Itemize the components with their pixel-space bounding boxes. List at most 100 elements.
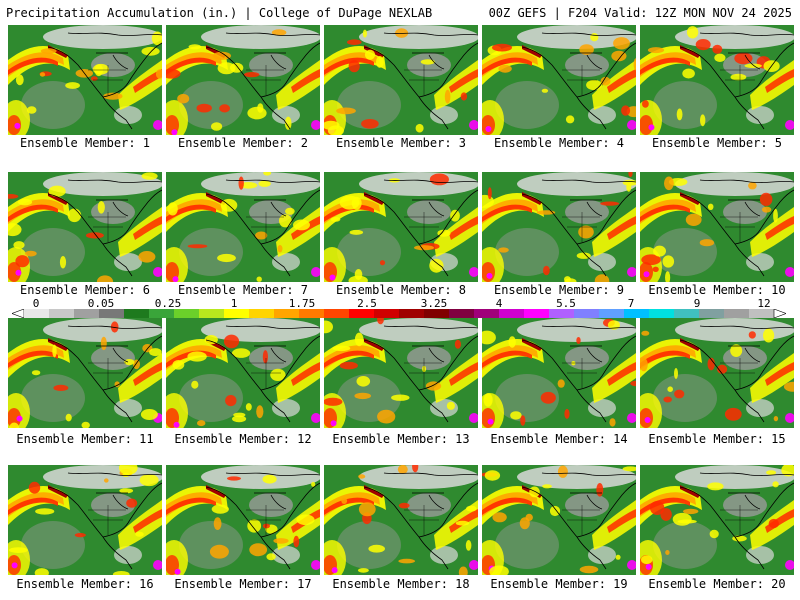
member-label: Ensemble Member: 20 [648, 577, 786, 591]
ensemble-map-2 [166, 25, 320, 135]
colorbar-swatch [99, 309, 125, 318]
colorbar-swatch [49, 309, 75, 318]
colorbar-tick-label: 3.25 [420, 297, 448, 310]
ensemble-map-3 [324, 25, 478, 135]
member-label: Ensemble Member: 2 [177, 136, 309, 150]
ensemble-map-16 [8, 465, 162, 575]
colorbar-swatch [449, 309, 475, 318]
ensemble-map-19 [482, 465, 636, 575]
member-label: Ensemble Member: 5 [651, 136, 783, 150]
member-label: Ensemble Member: 11 [16, 432, 154, 446]
member-label: Ensemble Member: 15 [648, 432, 786, 446]
page-title: Precipitation Accumulation (in.) | Colle… [6, 6, 433, 20]
colorbar-swatch [624, 309, 650, 318]
colorbar-swatch [724, 309, 750, 318]
ensemble-map-4 [482, 25, 636, 135]
colorbar-tick-label: 1.75 [288, 297, 316, 310]
ensemble-map-7 [166, 172, 320, 282]
colorbar-swatch [274, 309, 300, 318]
colorbar-swatch [349, 309, 375, 318]
ensemble-map-9 [482, 172, 636, 282]
precip-field [482, 318, 636, 428]
colorbar-swatch [674, 309, 700, 318]
member-label: Ensemble Member: 8 [335, 283, 467, 297]
member-label: Ensemble Member: 12 [174, 432, 312, 446]
colorbar-tick-label: 0.25 [154, 297, 182, 310]
ensemble-map-14 [482, 318, 636, 428]
colorbar-swatch [574, 309, 600, 318]
colorbar-tick-label: 0.05 [87, 297, 115, 310]
colorbar-tick-label: 7 [627, 297, 635, 310]
member-label: Ensemble Member: 19 [490, 577, 628, 591]
member-label: Ensemble Member: 18 [332, 577, 470, 591]
ensemble-map-10 [640, 172, 794, 282]
precip-field [166, 465, 320, 575]
colorbar-swatch [324, 309, 350, 318]
precip-field [8, 172, 162, 282]
colorbar-swatch [124, 309, 150, 318]
precip-field [640, 318, 794, 428]
colorbar-swatch [649, 309, 675, 318]
precip-field [166, 25, 320, 135]
ensemble-map-13 [324, 318, 478, 428]
colorbar-swatch [149, 309, 175, 318]
colorbar-swatch [699, 309, 725, 318]
colorbar-swatch [749, 309, 775, 318]
colorbar-tick-label: 4 [495, 297, 503, 310]
colorbar-tick-label: 9 [693, 297, 701, 310]
colorbar-swatch [599, 309, 625, 318]
precip-field [482, 465, 636, 575]
colorbar-swatch [399, 309, 425, 318]
colorbar-swatch [249, 309, 275, 318]
ensemble-map-18 [324, 465, 478, 575]
colorbar-tick-label: 2.5 [357, 297, 377, 310]
colorbar-left-arrow [12, 309, 25, 318]
member-label: Ensemble Member: 10 [648, 283, 786, 297]
colorbar-bar [12, 309, 786, 318]
ensemble-map-1 [8, 25, 162, 135]
precip-field [166, 318, 320, 428]
colorbar-swatch [424, 309, 450, 318]
member-label: Ensemble Member: 1 [19, 136, 151, 150]
ensemble-map-12 [166, 318, 320, 428]
member-label: Ensemble Member: 6 [19, 283, 151, 297]
precip-field [8, 318, 162, 428]
precip-field [640, 465, 794, 575]
colorbar-swatch [524, 309, 550, 318]
colorbar-swatch [199, 309, 225, 318]
ensemble-map-20 [640, 465, 794, 575]
precip-field [324, 318, 478, 428]
precip-field [482, 172, 636, 282]
member-label: Ensemble Member: 16 [16, 577, 154, 591]
ensemble-map-15 [640, 318, 794, 428]
precip-field [324, 465, 478, 575]
member-label: Ensemble Member: 13 [332, 432, 470, 446]
member-label: Ensemble Member: 7 [177, 283, 309, 297]
colorbar-swatch [224, 309, 250, 318]
precip-field [324, 172, 478, 282]
colorbar-swatch [374, 309, 400, 318]
precip-field [324, 25, 478, 135]
colorbar: 0 0.05 0.25 1 1.75 2.5 3.25 4 5.5 7 9 12 [0, 297, 800, 319]
precip-field [166, 172, 320, 282]
run-info: 00Z GEFS | F204 Valid: 12Z MON NOV 24 20… [488, 6, 792, 20]
member-label: Ensemble Member: 4 [493, 136, 625, 150]
ensemble-map-6 [8, 172, 162, 282]
precip-field [8, 465, 162, 575]
colorbar-swatch [299, 309, 325, 318]
precip-field [482, 25, 636, 135]
ensemble-map-17 [166, 465, 320, 575]
ensemble-map-11 [8, 318, 162, 428]
ensemble-map-8 [324, 172, 478, 282]
header: Precipitation Accumulation (in.) | Colle… [0, 0, 800, 22]
precip-field [640, 172, 794, 282]
colorbar-tick-label: 12 [757, 297, 771, 310]
member-label: Ensemble Member: 14 [490, 432, 628, 446]
colorbar-swatch [474, 309, 500, 318]
member-label: Ensemble Member: 9 [493, 283, 625, 297]
colorbar-tick-label: 0 [32, 297, 40, 310]
colorbar-swatch [499, 309, 525, 318]
colorbar-tick-label: 5.5 [556, 297, 576, 310]
colorbar-swatch [174, 309, 200, 318]
colorbar-swatch [74, 309, 100, 318]
